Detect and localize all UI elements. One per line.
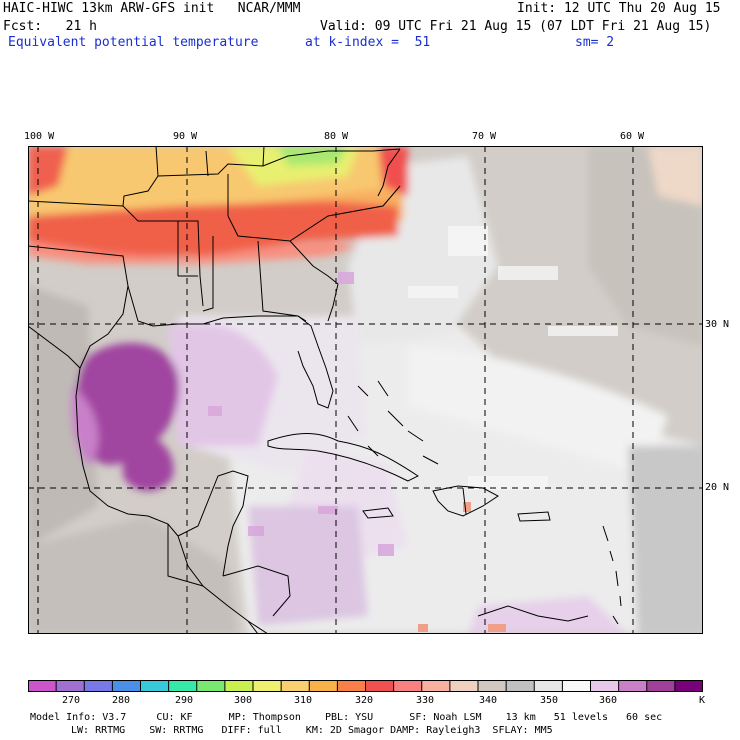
colorbar-swatch: [253, 680, 282, 692]
colorbar-swatch: [140, 680, 170, 692]
colorbar-swatch: [112, 680, 142, 692]
colorbar-swatch: [56, 680, 85, 692]
theta-e-warm-cells: [418, 502, 506, 632]
model-info-line2: LW: RRTMG SW: RRTMG DIFF: full KM: 2D Sm…: [71, 725, 553, 736]
lon-label: 60 W: [620, 131, 645, 142]
colorbar-swatch: [365, 680, 395, 692]
colorbar-swatch: [224, 680, 254, 692]
colorbar-label: 280: [111, 695, 131, 706]
theta-e-speckles: [408, 226, 618, 490]
colorbar-label: 350: [539, 695, 559, 706]
field-name: Equivalent potential temperature: [8, 35, 259, 50]
colorbar-unit: K: [698, 695, 706, 706]
colorbar-frame: [28, 680, 703, 692]
coastlines: [28, 146, 622, 634]
theta-e-field: [28, 146, 703, 634]
theta-e-purple-cells: [208, 272, 394, 556]
colorbar-swatch: [28, 680, 57, 692]
colorbar-swatch: [618, 680, 648, 692]
colorbar-swatch: [590, 680, 620, 692]
model-info-line1: Model Info: V3.7 CU: KF MP: Thompson PBL…: [30, 712, 663, 723]
colorbar-swatch: [562, 680, 592, 692]
lon-label: 100 W: [24, 131, 55, 142]
colorbar-label: 300: [233, 695, 253, 706]
forecast-map: [28, 146, 703, 634]
colorbar-swatch: [168, 680, 198, 692]
colorbar-swatch: [674, 680, 703, 692]
lon-label: 90 W: [173, 131, 198, 142]
colorbar-label: 340: [478, 695, 498, 706]
lat-label: 20 N: [705, 482, 730, 493]
init-time: Init: 12 UTC Thu 20 Aug 15: [517, 1, 721, 16]
colorbar-swatch: [196, 680, 226, 692]
lon-label: 70 W: [472, 131, 497, 142]
colorbar-swatch: [337, 680, 367, 692]
model-title: HAIC-HIWC 13km ARW-GFS init NCAR/MMM: [3, 1, 301, 16]
lat-lon-grid: [28, 146, 703, 634]
colorbar-label: 360: [598, 695, 618, 706]
colorbar-swatch: [421, 680, 451, 692]
colorbar-swatch: [309, 680, 338, 692]
level-index: at k-index = 51: [305, 35, 431, 50]
colorbar-swatch: [449, 680, 479, 692]
colorbar-label: 330: [415, 695, 435, 706]
colorbar-swatch: [506, 680, 535, 692]
colorbar-label: 270: [61, 695, 81, 706]
colorbar-swatch: [393, 680, 423, 692]
map-frame: [28, 146, 703, 634]
colorbar-swatch: [646, 680, 676, 692]
colorbar-swatch: [84, 680, 113, 692]
colorbar-label: 320: [354, 695, 374, 706]
colorbar-swatch: [534, 680, 563, 692]
valid-time: Valid: 09 UTC Fri 21 Aug 15 (07 LDT Fri …: [320, 19, 712, 34]
colorbar: [28, 680, 703, 692]
colorbar-swatch: [281, 680, 310, 692]
lat-label: 30 N: [705, 319, 730, 330]
forecast-hour: Fcst: 21 h: [3, 19, 97, 34]
colorbar-label: 310: [293, 695, 313, 706]
smoothing: sm= 2: [575, 35, 615, 50]
colorbar-label: 290: [174, 695, 194, 706]
colorbar-swatch: [478, 680, 507, 692]
lon-label: 80 W: [324, 131, 349, 142]
